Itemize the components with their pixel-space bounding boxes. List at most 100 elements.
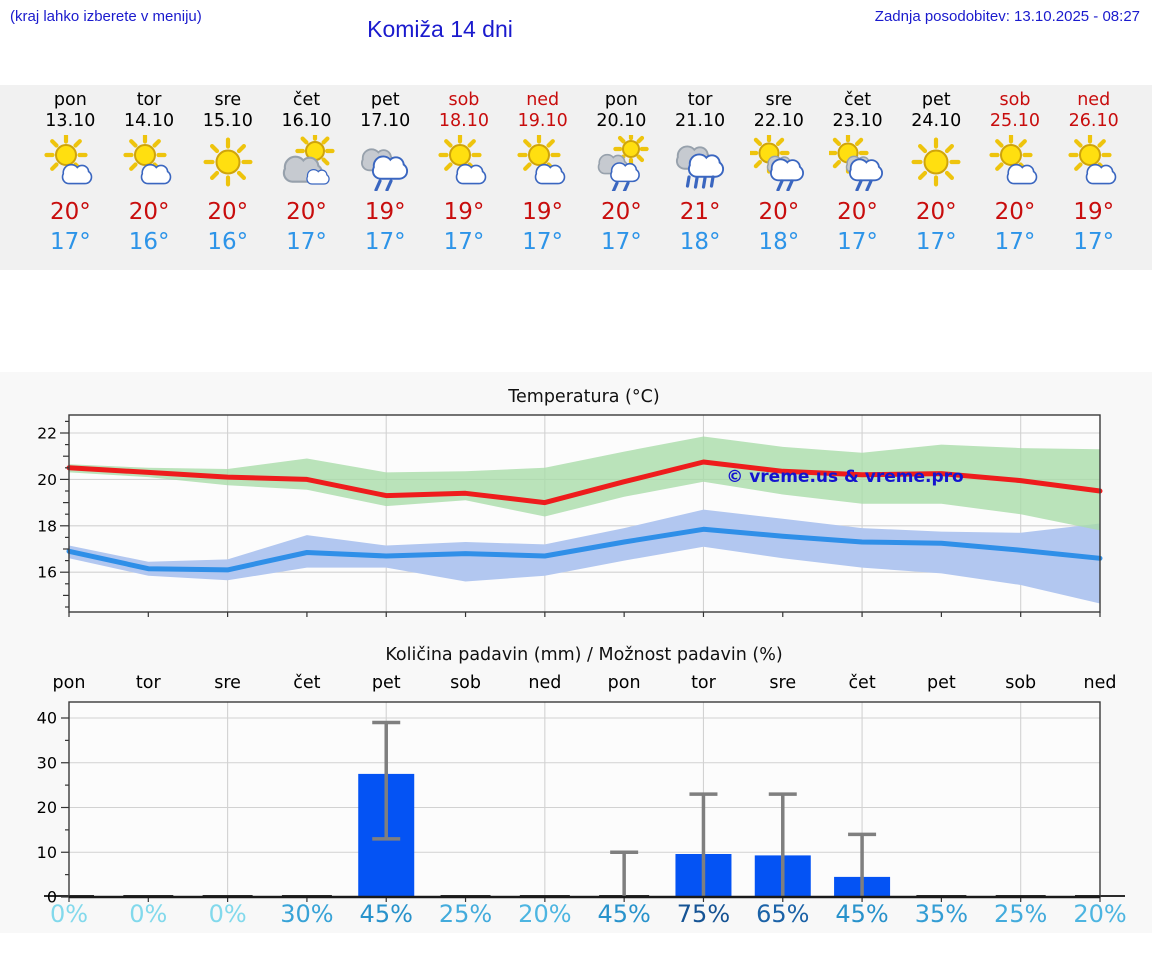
day-name: sob bbox=[999, 90, 1031, 110]
precip-day-label: sob bbox=[450, 673, 481, 693]
day-date: 22.10 bbox=[753, 111, 804, 131]
precip-probability: 0% bbox=[129, 900, 168, 928]
precip-day-label: pet bbox=[371, 673, 401, 693]
low-temp: 17° bbox=[522, 229, 564, 255]
svg-text:10: 10 bbox=[37, 843, 57, 862]
forecast-day-col[interactable]: pet 17.10 19° 17° bbox=[346, 90, 425, 257]
low-temp: 17° bbox=[286, 229, 327, 255]
precip-day-labels: pon tor sre čet pet sob ned pon tor sre čet pet sob n… bbox=[0, 673, 1152, 697]
precip-day-label: pet bbox=[927, 673, 956, 693]
precip-day-label: ned bbox=[1083, 673, 1117, 693]
precip-probability: 0% bbox=[49, 900, 89, 928]
heavy-rain-icon bbox=[661, 135, 740, 193]
precip-day-label: čet bbox=[293, 673, 321, 693]
precip-day-label: ned bbox=[528, 673, 562, 693]
cloud-sun-icon bbox=[267, 131, 346, 193]
precip-probability: 45% bbox=[359, 900, 413, 928]
day-name: pon bbox=[604, 90, 638, 110]
low-temp: 17° bbox=[994, 229, 1036, 255]
high-temp: 19° bbox=[522, 199, 564, 225]
sun-cloud-icon bbox=[425, 133, 504, 193]
precip-day-label: sre bbox=[214, 673, 241, 693]
svg-text:16: 16 bbox=[37, 564, 57, 582]
sun-cloud-icon bbox=[1054, 133, 1133, 193]
forecast-day-col[interactable]: pon 13.10 20° 17° bbox=[31, 90, 110, 257]
low-temp: 16° bbox=[128, 229, 170, 255]
high-temp: 20° bbox=[837, 199, 878, 225]
high-temp: 19° bbox=[1073, 199, 1115, 225]
high-temp: 21° bbox=[679, 199, 721, 225]
svg-text:40: 40 bbox=[37, 709, 57, 728]
menu-hint: (kraj lahko izberete v meniju) bbox=[10, 8, 202, 25]
precip-probability: 25% bbox=[438, 900, 493, 928]
low-temp: 18° bbox=[679, 229, 721, 255]
precip-day-label: čet bbox=[848, 673, 876, 693]
sun-icon bbox=[188, 135, 267, 193]
precip-day-label: pon bbox=[52, 673, 86, 693]
high-temp: 20° bbox=[915, 199, 957, 225]
forecast-day-col[interactable]: sob 25.10 20° 17° bbox=[976, 90, 1055, 257]
forecast-day-col[interactable]: tor 21.10 21° 18° bbox=[661, 90, 740, 257]
forecast-day-col[interactable]: čet 23.10 20° 17° bbox=[818, 90, 897, 257]
day-date: 17.10 bbox=[360, 111, 411, 131]
day-date: 18.10 bbox=[438, 111, 489, 131]
forecast-day-col[interactable]: tor 14.10 20° 16° bbox=[110, 90, 189, 257]
high-temp: 20° bbox=[128, 199, 170, 225]
low-temp: 17° bbox=[837, 229, 878, 255]
precip-probability: 20% bbox=[518, 900, 572, 928]
precip-probability: 45% bbox=[597, 900, 651, 928]
low-temp: 17° bbox=[601, 229, 642, 255]
high-temp: 20° bbox=[207, 199, 249, 225]
day-date: 23.10 bbox=[832, 111, 883, 131]
low-temp: 18° bbox=[758, 229, 800, 255]
day-date: 21.10 bbox=[675, 111, 726, 131]
day-date: 20.10 bbox=[596, 111, 647, 131]
forecast-strip-background bbox=[0, 85, 1152, 270]
sun-cloud-rain-icon bbox=[739, 132, 818, 193]
precip-probability-row: 0% 0% 0% 30% 45% 25% 20% 45% 75% 65% 45% 35% 25% 20% bbox=[0, 900, 1152, 934]
sun-cloud-icon bbox=[503, 133, 582, 193]
day-name: čet bbox=[292, 90, 321, 110]
sun-icon bbox=[897, 135, 976, 193]
last-updated: Zadnja posodobitev: 13.10.2025 - 08:27 bbox=[874, 8, 1140, 25]
day-name: ned bbox=[1077, 90, 1111, 110]
precip-day-label: tor bbox=[691, 673, 716, 693]
precip-probability: 0% bbox=[208, 900, 247, 928]
day-name: tor bbox=[136, 90, 162, 110]
sun-rain-icon bbox=[582, 131, 661, 194]
high-temp: 20° bbox=[49, 199, 91, 225]
day-date: 13.10 bbox=[45, 111, 96, 131]
high-temp: 19° bbox=[364, 199, 406, 225]
low-temp: 17° bbox=[364, 229, 406, 255]
svg-text:20: 20 bbox=[37, 471, 57, 489]
forecast-day-col[interactable]: sre 15.10 20° 16° bbox=[188, 90, 267, 257]
sun-cloud-rain-icon bbox=[818, 132, 897, 193]
sun-cloud-icon bbox=[976, 133, 1055, 193]
high-temp: 19° bbox=[443, 199, 485, 225]
forecast-day-col[interactable]: pet 24.10 20° 17° bbox=[897, 90, 976, 257]
precip-day-label: sob bbox=[1005, 673, 1037, 693]
high-temp: 20° bbox=[758, 199, 800, 225]
svg-text:20: 20 bbox=[37, 798, 57, 817]
sun-cloud-icon bbox=[31, 133, 110, 193]
forecast-day-col[interactable]: pon 20.10 20° 17° bbox=[582, 90, 661, 257]
forecast-day-col[interactable]: čet 16.10 20° 17° bbox=[267, 90, 346, 257]
day-name: pon bbox=[53, 90, 87, 110]
high-temp: 20° bbox=[601, 199, 642, 225]
forecast-day-col[interactable]: ned 26.10 19° 17° bbox=[1054, 90, 1133, 257]
forecast-day-col[interactable]: sre 22.10 20° 18° bbox=[739, 90, 818, 257]
precip-day-label: tor bbox=[135, 673, 161, 693]
day-name: sob bbox=[448, 90, 480, 110]
low-temp: 17° bbox=[1073, 229, 1115, 255]
day-date: 16.10 bbox=[281, 111, 332, 131]
forecast-strip: pon 13.10 20° 17° tor 14.10 20° 16° sre 15.10 20° 1… bbox=[31, 90, 1133, 257]
forecast-day-col[interactable]: ned 19.10 19° 17° bbox=[503, 90, 582, 257]
svg-text:0: 0 bbox=[47, 888, 57, 907]
day-date: 25.10 bbox=[989, 111, 1041, 131]
forecast-day-col[interactable]: sob 18.10 19° 17° bbox=[425, 90, 504, 257]
day-name: čet bbox=[843, 90, 872, 110]
day-name: pet bbox=[370, 90, 400, 110]
temperature-chart-title: Temperatura (°C) bbox=[508, 387, 660, 407]
precip-probability: 25% bbox=[994, 900, 1048, 928]
